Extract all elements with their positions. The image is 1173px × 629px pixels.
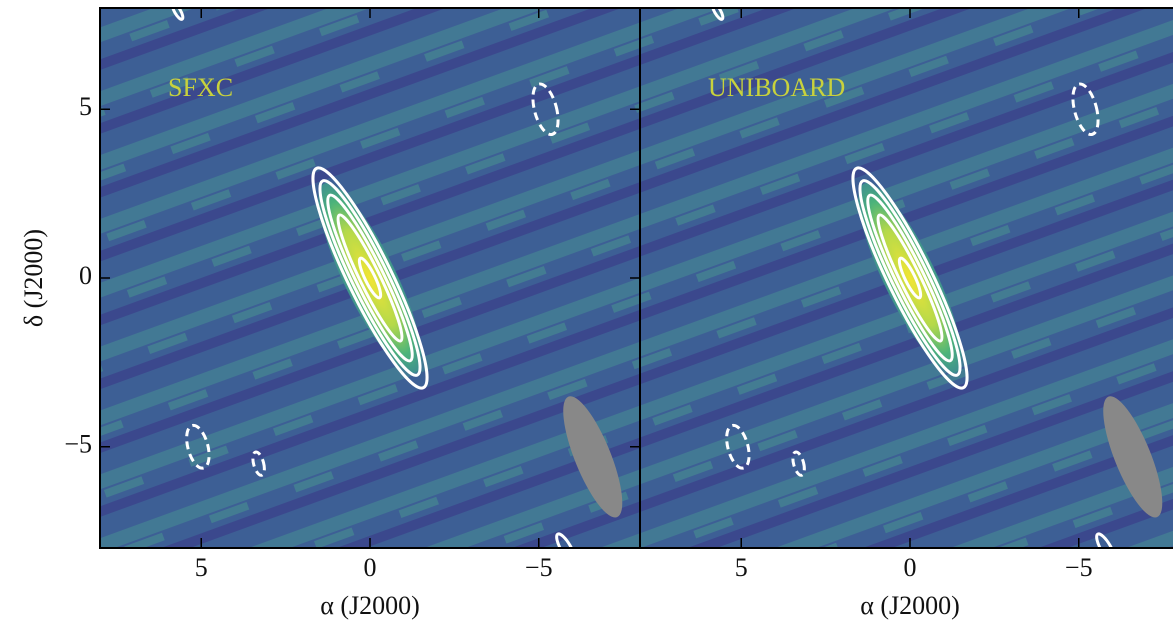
x-axis-label: α (J2000)	[860, 591, 960, 620]
y-tick-label: 0	[79, 261, 92, 290]
x-tick-label: −5	[1065, 553, 1093, 582]
x-tick-label: 5	[735, 553, 748, 582]
y-tick-label: 5	[79, 92, 92, 121]
x-tick-label: 0	[364, 553, 377, 582]
x-tick-label: 5	[195, 553, 208, 582]
y-axis-label: δ (J2000)	[19, 229, 48, 327]
figure: SFXC 5 0 −5 −5 0 5 α (J2000) δ (J2000) UNIBOARD 5 0…	[0, 0, 1173, 624]
y-tick-label: −5	[64, 430, 92, 459]
panel-title: SFXC	[168, 73, 233, 102]
x-tick-label: 0	[904, 553, 917, 582]
x-axis-label: α (J2000)	[320, 591, 420, 620]
panel-title: UNIBOARD	[708, 73, 845, 102]
x-tick-label: −5	[525, 553, 553, 582]
